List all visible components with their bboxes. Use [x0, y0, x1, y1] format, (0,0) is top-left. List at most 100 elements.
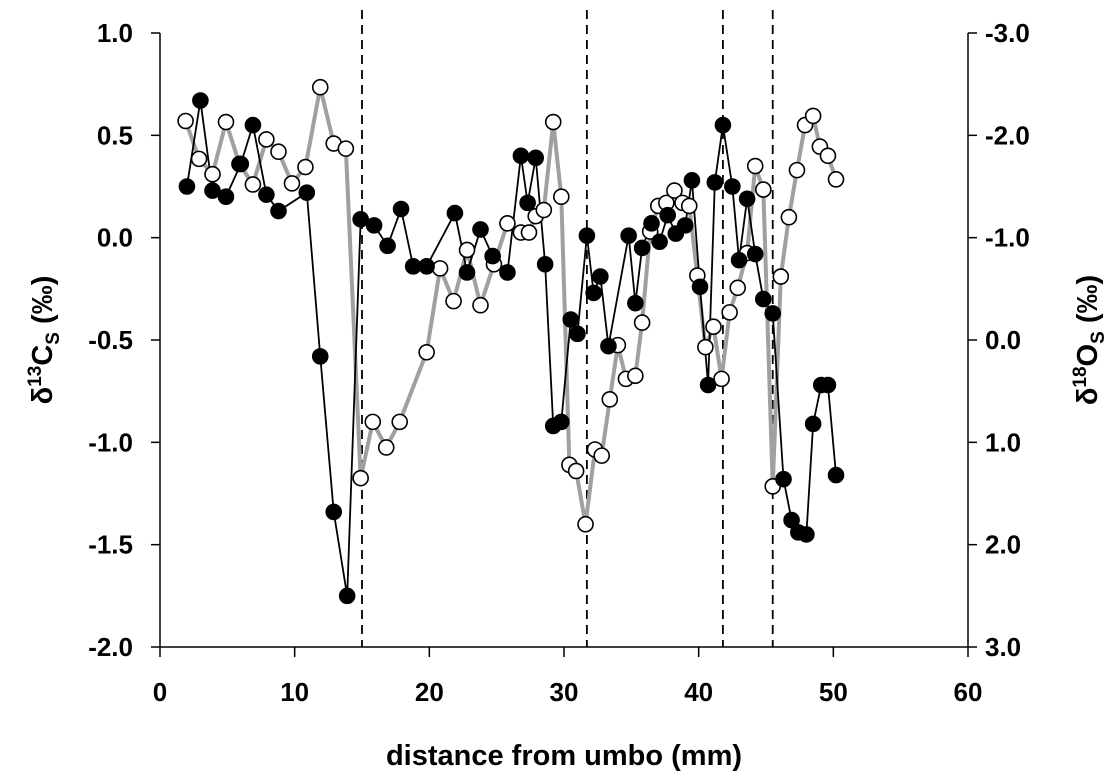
d18o-data-point	[520, 224, 538, 241]
y-left-tick-label: -1.0	[88, 427, 133, 457]
d18o-data-point	[593, 447, 611, 464]
d13c-data-point	[338, 587, 356, 605]
d18o-data-point	[713, 370, 730, 388]
d18o-data-point	[601, 391, 619, 408]
y-left-tick-label: -1.5	[88, 530, 133, 560]
d18o-data-point	[472, 296, 489, 314]
d13c-data-point	[527, 149, 545, 167]
d13c-data-point	[764, 305, 782, 322]
d13c-data-point	[643, 215, 660, 232]
d18o-data-point	[190, 150, 208, 168]
d18o-data-point	[755, 181, 772, 198]
d13c-data-point	[365, 217, 383, 234]
d13c-data-point	[192, 92, 209, 109]
d18o-data-point	[627, 367, 644, 385]
series-points	[177, 78, 845, 605]
x-tick-label: 30	[550, 677, 579, 707]
d13c-data-point	[562, 311, 580, 328]
d13c-data-point	[683, 172, 701, 189]
d13c-series-line	[186, 99, 837, 597]
x-tick-label: 20	[415, 677, 444, 707]
d18o-data-point	[377, 439, 395, 456]
d13c-data-point	[258, 186, 275, 203]
d13c-data-point	[311, 348, 329, 365]
d18o-data-point	[705, 318, 722, 335]
d13c-data-point	[827, 466, 845, 484]
d18o-data-point	[680, 197, 698, 215]
x-tick-label: 60	[954, 677, 983, 707]
d18o-data-point	[431, 260, 449, 277]
y-right-title-prefix: δ	[1072, 388, 1104, 406]
y-left-tick-label: -2.0	[88, 632, 133, 662]
d13c-data-point	[620, 227, 637, 244]
y-left-tick-label: 0.0	[97, 223, 133, 253]
y-left-tick-label: 1.0	[97, 18, 133, 48]
d13c-data-point	[352, 210, 369, 228]
d13c-data-point	[691, 278, 709, 296]
d18o-data-point	[204, 165, 221, 183]
d13c-data-point	[738, 190, 756, 208]
d18o-data-point	[283, 175, 301, 192]
x-tick-label: 40	[684, 677, 713, 707]
x-axis-title: distance from umbo (mm)	[386, 740, 742, 772]
d18o-data-point	[352, 469, 369, 487]
d18o-data-point	[827, 171, 845, 188]
d18o-data-point	[544, 113, 562, 131]
d13c-data-point	[270, 202, 287, 220]
d18o-data-point	[337, 140, 355, 157]
reference-lines	[361, 10, 774, 647]
y-left-tick-label: 0.5	[97, 120, 133, 150]
y-right-title-main: O	[1072, 344, 1104, 367]
d13c-data-point	[585, 284, 602, 302]
d13c-data-point	[458, 264, 476, 281]
d18o-data-point	[788, 161, 806, 179]
d13c-data-point	[714, 116, 732, 134]
y-right-title-sup: 18	[1070, 366, 1091, 387]
d13c-data-point	[798, 526, 815, 543]
d18o-data-point	[177, 112, 194, 130]
d18o-data-point	[418, 343, 435, 361]
d18o-data-point	[746, 157, 764, 175]
d13c-data-point	[204, 182, 221, 199]
y-right-tick-label: 0.0	[985, 325, 1021, 355]
d18o-data-point	[535, 201, 553, 219]
d13c-data-point	[325, 503, 343, 521]
d13c-data-point	[217, 188, 235, 206]
d18o-data-point	[567, 462, 585, 480]
d13c-data-point	[578, 227, 596, 244]
d18o-data-point	[804, 107, 822, 125]
d13c-data-point	[746, 245, 764, 263]
y-right-tick-label: 1.0	[985, 427, 1021, 457]
d18o-data-point	[772, 268, 790, 285]
d13c-data-point	[600, 337, 617, 355]
d13c-data-point	[418, 258, 435, 275]
d18o-data-point	[217, 113, 235, 131]
d18o-data-point	[244, 176, 262, 193]
d13c-data-point	[706, 174, 724, 191]
d13c-data-point	[484, 247, 501, 265]
y-right-tick-label: -2.0	[985, 120, 1030, 150]
d18o-data-point	[270, 143, 287, 161]
x-tick-label: 50	[819, 677, 848, 707]
series-lines	[183, 85, 838, 597]
d18o-data-point	[499, 215, 516, 232]
y-right-tick-label: 3.0	[985, 632, 1021, 662]
d13c-data-point	[651, 233, 668, 251]
d13c-data-point	[819, 376, 837, 394]
y-left-tick-label: -0.5	[88, 325, 133, 355]
d13c-data-point	[298, 184, 316, 201]
d13c-data-point	[775, 470, 792, 488]
y-right-tick-label: -3.0	[985, 18, 1030, 48]
d18o-data-point	[666, 182, 683, 199]
d18o-data-point	[364, 413, 382, 431]
tick-marks-and-labels: 0 10 20 30 40 50 60 1.0 0.5 0.0 -0.5 -1.0 -1.5 -2.0 -3…	[88, 18, 1030, 707]
d13c-data-point	[392, 200, 410, 218]
d13c-data-point	[472, 221, 489, 238]
d18o-data-point	[311, 78, 329, 96]
d13c-data-point	[178, 178, 196, 195]
y-axis-right-title: δ18OS (‰)	[1070, 275, 1109, 405]
d13c-data-point	[519, 194, 536, 212]
x-tick-label: 10	[280, 677, 309, 707]
d13c-data-point	[755, 290, 772, 308]
